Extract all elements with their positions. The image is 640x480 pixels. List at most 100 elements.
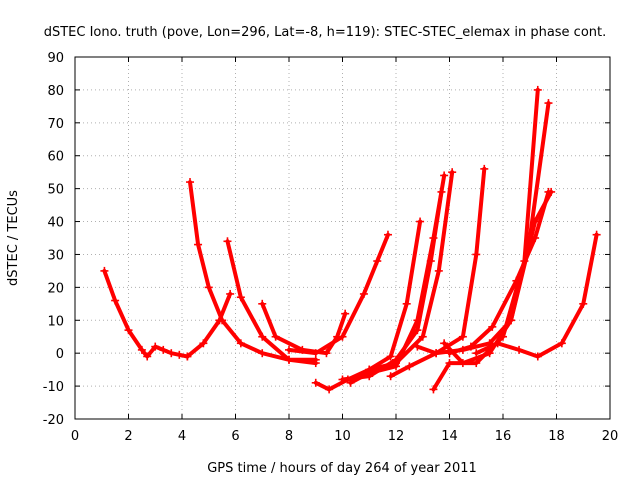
series-line: [287, 232, 390, 356]
series-6: [285, 230, 392, 358]
y-tick-label: 80: [47, 84, 64, 99]
x-tick-label: 14: [441, 429, 458, 444]
chart-title: dSTEC Iono. truth (pove, Lon=296, Lat=-8…: [44, 25, 607, 40]
x-tick-label: 12: [388, 429, 405, 444]
data-point: [111, 296, 120, 305]
data-point: [258, 299, 267, 308]
data-point: [413, 326, 422, 335]
data-point: [100, 266, 109, 275]
data-point: [445, 349, 454, 358]
data-point: [365, 365, 374, 374]
series-line: [442, 101, 551, 366]
data-point: [311, 359, 320, 368]
y-tick-label: 60: [47, 150, 64, 165]
series-10: [365, 168, 457, 374]
data-point: [480, 164, 489, 173]
data-point: [204, 283, 213, 292]
data-point: [533, 352, 542, 361]
data-point: [311, 378, 320, 387]
x-tick-label: 10: [334, 429, 351, 444]
data-point: [271, 332, 280, 341]
data-point: [186, 178, 195, 187]
series-14: [440, 99, 553, 368]
data-point: [258, 349, 267, 358]
data-point: [373, 257, 382, 266]
series-line: [188, 180, 318, 362]
data-point: [151, 342, 160, 351]
x-tick-label: 0: [71, 429, 79, 444]
data-point: [416, 217, 425, 226]
x-axis-label: GPS time / hours of day 264 of year 2011: [207, 461, 477, 476]
x-tick-label: 18: [548, 429, 565, 444]
data-point: [183, 352, 192, 361]
series-line: [388, 166, 487, 379]
data-point: [418, 332, 427, 341]
data-point: [488, 322, 497, 331]
data-point: [167, 349, 176, 358]
data-point: [359, 289, 368, 298]
data-point: [448, 168, 457, 177]
data-point: [392, 359, 400, 368]
plot-frame: [74, 56, 611, 420]
data-point: [458, 359, 467, 368]
data-point: [405, 362, 414, 371]
series-15: [445, 187, 553, 358]
series-line: [102, 268, 190, 359]
series-3: [186, 178, 320, 364]
data-point: [386, 372, 395, 381]
data-point: [236, 293, 245, 302]
data-point: [437, 187, 446, 196]
data-point: [175, 350, 184, 359]
data-point: [544, 99, 553, 108]
data-point: [472, 250, 481, 259]
data-point: [325, 385, 334, 394]
data-point: [199, 339, 208, 348]
data-point: [285, 345, 293, 354]
data-point: [531, 234, 540, 242]
x-tick-label: 20: [602, 429, 619, 444]
data-point: [159, 345, 168, 354]
data-point: [512, 276, 521, 285]
data-point: [458, 332, 467, 341]
data-point: [383, 230, 392, 239]
series-5: [258, 299, 350, 358]
series-line: [447, 189, 551, 356]
y-tick-label: -20: [43, 413, 64, 428]
data-point: [429, 385, 438, 394]
x-tick-label: 6: [231, 429, 239, 444]
data-point: [426, 257, 435, 266]
y-tick-label: 50: [47, 183, 64, 198]
data-point: [124, 326, 133, 335]
y-tick-label: 40: [47, 216, 64, 231]
data-point: [434, 266, 443, 275]
series-1: [100, 266, 192, 361]
x-tick-label: 4: [178, 429, 186, 444]
data-point: [432, 349, 441, 358]
data-point: [440, 339, 449, 348]
data-point: [338, 375, 347, 384]
series-layer: [100, 85, 601, 394]
data-point: [413, 342, 422, 351]
data-point: [285, 355, 293, 364]
y-tick-label: 20: [47, 281, 64, 296]
tick-layer: 0 2 4 6 8 10 12 14 16 18 20 -20 -10 0 10 20 30 40 50 60 70 80…: [43, 51, 619, 444]
data-point: [236, 339, 245, 348]
data-point: [258, 332, 267, 341]
y-tick-label: -10: [43, 380, 64, 395]
data-point: [218, 316, 227, 325]
data-point: [137, 345, 146, 354]
y-tick-label: 90: [47, 51, 64, 66]
data-point: [445, 359, 454, 368]
data-point: [322, 349, 331, 358]
data-point: [515, 345, 524, 354]
data-point: [507, 316, 516, 325]
series-16: [472, 230, 601, 361]
y-tick-label: 70: [47, 117, 64, 132]
data-point: [557, 339, 566, 348]
y-axis-label: dSTEC / TECUs: [6, 190, 21, 286]
data-point: [402, 299, 411, 308]
series-4: [223, 237, 320, 368]
y-tick-label: 10: [47, 314, 64, 329]
data-point: [311, 349, 320, 358]
